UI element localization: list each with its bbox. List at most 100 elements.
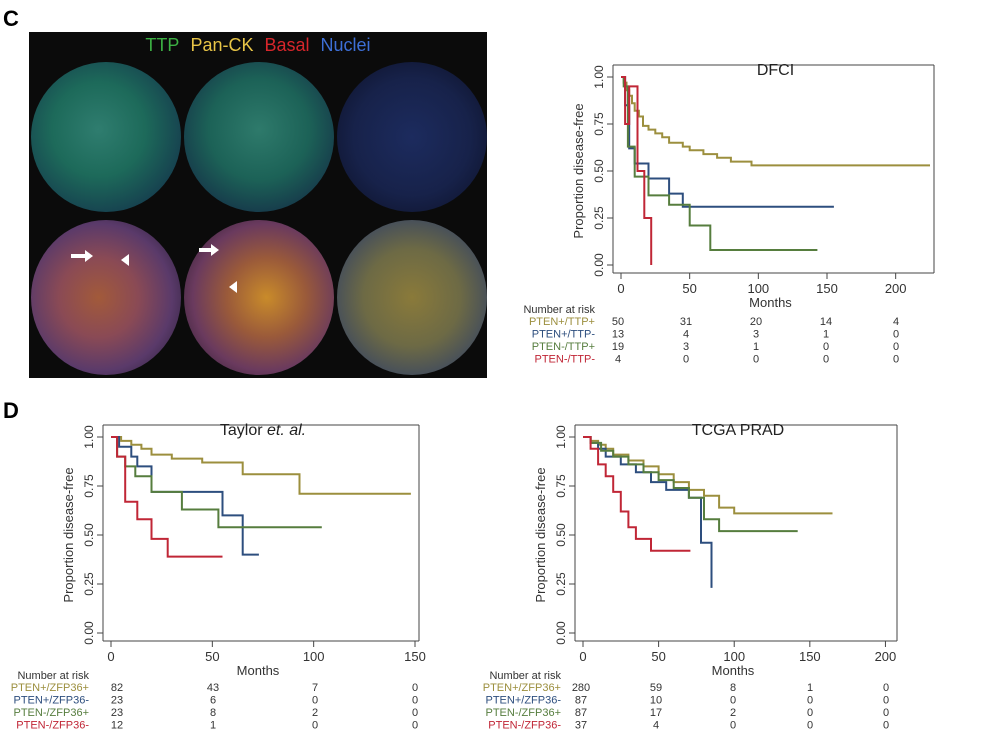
chart-tcga-xtick-label: 0	[579, 649, 586, 664]
chart-dfci-risk-value: 4	[683, 329, 689, 341]
chart-dfci-series-pten-ttp-	[621, 76, 653, 265]
chart-taylor-series-pten-zfp36-	[111, 436, 259, 556]
chart-tcga-title: TCGA PRAD	[692, 422, 784, 439]
chart-taylor-risk-value: 12	[111, 720, 123, 732]
chart-dfci-risk-value: 31	[680, 316, 692, 328]
chart-tcga-series-pten-zfp36-	[583, 436, 691, 552]
chart-taylor-xlabel: Months	[237, 663, 280, 678]
micrograph-legend: TTP Pan-CK Basal Nuclei	[29, 35, 487, 56]
chart-tcga-risk-row-label: PTEN+/ZFP36+	[483, 682, 561, 694]
chart-tcga-risk-value: 0	[807, 695, 813, 707]
chart-taylor-risk-value: 23	[111, 695, 123, 707]
chart-tcga-xtick-label: 100	[723, 649, 745, 664]
chart-taylor-xtick-label: 100	[303, 649, 325, 664]
chart-tcga-risk-value: 87	[575, 707, 587, 719]
chart-tcga-risk-value: 4	[653, 720, 659, 732]
chart-dfci-risk-row-label: PTEN+/TTP+	[529, 316, 595, 328]
chart-taylor-series-pten-zfp36-	[111, 436, 223, 558]
chart-tcga-risk-value: 2	[730, 707, 736, 719]
chart-taylor-risk-row-label: PTEN-/ZFP36+	[14, 707, 90, 719]
chart-taylor-risk-value: 0	[412, 682, 418, 694]
chart-taylor-title-part: Taylor	[220, 422, 267, 439]
chart-dfci-ytick-label: 0.50	[592, 159, 606, 183]
legend-basal: Basal	[264, 35, 310, 55]
chart-dfci-risk-value: 13	[612, 329, 624, 341]
chart-taylor-risk-value: 6	[210, 695, 216, 707]
chart-dfci-risk-value: 0	[823, 354, 829, 366]
chart-dfci-risk-row-label: PTEN-/TTP-	[535, 354, 596, 366]
arrowhead-marker-1	[121, 254, 129, 266]
chart-taylor-risk-value: 0	[412, 707, 418, 719]
chart-taylor-xtick-label: 150	[404, 649, 426, 664]
chart-dfci-xtick-label: 0	[617, 281, 624, 296]
chart-taylor-xtick-label: 0	[107, 649, 114, 664]
chart-tcga-ylabel: Proportion disease-free	[533, 467, 548, 602]
chart-tcga-xtick-label: 50	[651, 649, 665, 664]
chart-tcga-risk-value: 87	[575, 695, 587, 707]
chart-dfci-xtick-label: 100	[747, 281, 769, 296]
chart-dfci-risk-value: 50	[612, 316, 624, 328]
chart-taylor-risk-value: 0	[412, 695, 418, 707]
chart-dfci-risk-value: 3	[753, 329, 759, 341]
chart-tcga-risk-value: 0	[807, 720, 813, 732]
chart-taylor-risk-value: 7	[312, 682, 318, 694]
tissue-core-ttp-2	[184, 62, 334, 212]
chart-dfci-ytick-label: 0.00	[592, 253, 606, 277]
chart-dfci-xtick-label: 200	[885, 281, 907, 296]
micrograph-markers	[71, 244, 237, 293]
chart-taylor-risk-row-label: PTEN+/ZFP36+	[11, 682, 89, 694]
chart-taylor-ytick-label: 0.75	[82, 474, 96, 498]
arrowhead-marker-2	[229, 281, 237, 293]
chart-dfci-risk-value: 4	[615, 354, 621, 366]
chart-dfci-ylabel: Proportion disease-free	[571, 103, 586, 238]
chart-taylor-risk-row-label: PTEN-/ZFP36-	[16, 720, 89, 732]
chart-tcga-risk-value: 0	[807, 707, 813, 719]
chart-dfci-risk-header: Number at risk	[523, 304, 595, 316]
chart-tcga-xtick-label: 200	[875, 649, 897, 664]
panel-label-c: C	[3, 6, 19, 31]
chart-dfci-title: DFCI	[757, 62, 794, 79]
chart-tcga-series-pten-zfp36-	[583, 436, 713, 588]
chart-taylor-risk-value: 2	[312, 707, 318, 719]
chart-taylor-series-pten-zfp36-	[111, 436, 411, 495]
chart-dfci-risk-row-label: PTEN+/TTP-	[532, 329, 596, 341]
chart-dfci-risk-value: 0	[893, 354, 899, 366]
chart-taylor-risk-value: 8	[210, 707, 216, 719]
chart-taylor-title: Taylor et. al.	[220, 422, 306, 439]
chart-tcga-risk-value: 0	[730, 720, 736, 732]
chart-tcga-risk-row-label: PTEN-/ZFP36-	[488, 720, 561, 732]
micrograph-panel: TTP Pan-CK Basal Nuclei	[29, 32, 487, 378]
chart-tcga-risk-value: 17	[650, 707, 662, 719]
chart-dfci-risk-value: 0	[823, 341, 829, 353]
tissue-core-merged-3	[337, 220, 487, 375]
chart-tcga-risk-value: 37	[575, 720, 587, 732]
chart-dfci-risk-value: 0	[753, 354, 759, 366]
chart-dfci-risk-row-label: PTEN-/TTP+	[532, 341, 595, 353]
chart-dfci-ytick-label: 1.00	[592, 65, 606, 89]
chart-taylor-title-part: et. al.	[267, 422, 306, 439]
chart-taylor-risk-header: Number at risk	[17, 670, 89, 682]
chart-tcga-risk-row-label: PTEN-/ZFP36+	[486, 707, 562, 719]
chart-tcga-ytick-label: 0.25	[554, 572, 568, 596]
chart-tcga-ytick-label: 1.00	[554, 425, 568, 449]
chart-tcga-risk-header: Number at risk	[489, 670, 561, 682]
chart-tcga-title-part: TCGA PRAD	[692, 422, 784, 439]
tissue-core-ttp-1	[31, 62, 181, 212]
chart-dfci-xlabel: Months	[749, 295, 792, 310]
chart-dfci-risk-value: 19	[612, 341, 624, 353]
chart-taylor-risk-value: 1	[210, 720, 216, 732]
tissue-core-nuclei-1	[337, 62, 487, 212]
chart-dfci-ytick-label: 0.75	[592, 112, 606, 136]
chart-tcga-risk-value: 280	[572, 682, 590, 694]
chart-tcga-series-pten-zfp36-	[583, 436, 833, 515]
chart-dfci-risk-value: 14	[820, 316, 832, 328]
chart-tcga-series-pten-zfp36-	[583, 436, 798, 533]
chart-tcga-ytick-label: 0.00	[554, 621, 568, 645]
chart-dfci-risk-value: 3	[683, 341, 689, 353]
chart-taylor-ytick-label: 0.00	[82, 621, 96, 645]
chart-taylor-ytick-label: 0.50	[82, 523, 96, 547]
legend-ttp: TTP	[145, 35, 180, 55]
